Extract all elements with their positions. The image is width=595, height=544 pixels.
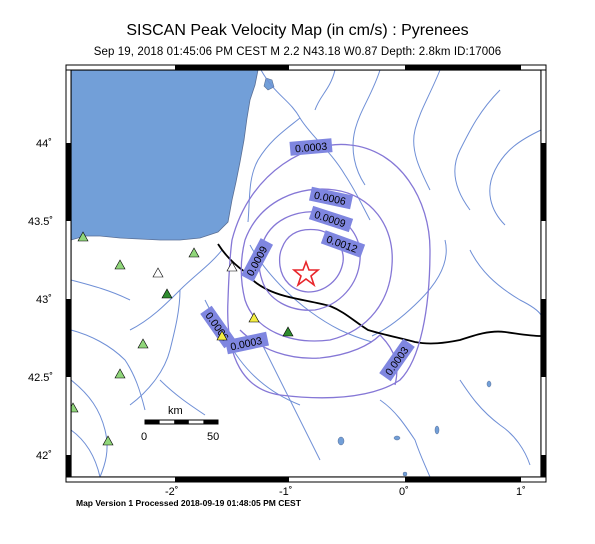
station-triangle-icon[interactable] — [77, 231, 89, 242]
station-triangle-icon[interactable] — [114, 368, 126, 379]
station-triangle-icon[interactable] — [188, 247, 200, 258]
scale-unit-label: km — [168, 405, 183, 417]
lon-label: -2˚ — [165, 486, 178, 498]
lake-shapes — [337, 380, 492, 477]
lat-label: 42˚ — [36, 450, 52, 462]
country-border — [217, 243, 542, 345]
lat-label: 43˚ — [36, 294, 52, 306]
epicenter-star-icon — [291, 259, 321, 288]
lon-label: 0˚ — [399, 486, 409, 498]
contour-label-0003-top: 0.0003 — [289, 138, 333, 156]
sea-area — [70, 69, 259, 241]
island-shape — [263, 77, 275, 91]
map-frame — [65, 64, 547, 483]
station-triangle-icon[interactable] — [282, 326, 294, 337]
scale-end-label: 50 — [207, 431, 219, 443]
processing-footer: Map Version 1 Processed 2018-09-19 01:48… — [76, 498, 301, 508]
scale-bar: km 0 50 — [141, 405, 219, 443]
lat-label: 42.5˚ — [28, 372, 53, 384]
latitude-labels: 44˚ 43.5˚ 43˚ 42.5˚ 42˚ — [28, 138, 53, 462]
station-triangle-icon[interactable] — [114, 259, 126, 270]
river-network — [70, 69, 542, 478]
lon-label: 1˚ — [516, 486, 526, 498]
station-triangle-icon[interactable] — [161, 288, 173, 299]
map-title: SISCAN Peak Velocity Map (in cm/s) : Pyr… — [126, 22, 469, 39]
lat-label: 43.5˚ — [28, 216, 53, 228]
lon-label: -1˚ — [279, 486, 292, 498]
station-triangle-icon[interactable] — [226, 261, 238, 272]
longitude-labels: -2˚ -1˚ 0˚ 1˚ — [165, 486, 526, 498]
station-triangle-icon[interactable] — [137, 338, 149, 349]
scale-start-label: 0 — [141, 431, 147, 443]
station-triangle-icon[interactable] — [216, 330, 228, 341]
lat-label: 44˚ — [36, 138, 52, 150]
station-triangle-icon[interactable] — [152, 267, 164, 278]
station-triangle-icon[interactable] — [248, 312, 260, 323]
event-subtitle: Sep 19, 2018 01:45:06 PM CEST M 2.2 N43.… — [93, 46, 502, 58]
station-triangle-icon[interactable] — [102, 435, 114, 446]
contour-line-0012 — [278, 228, 344, 293]
svg-text:0.0003: 0.0003 — [295, 141, 328, 156]
